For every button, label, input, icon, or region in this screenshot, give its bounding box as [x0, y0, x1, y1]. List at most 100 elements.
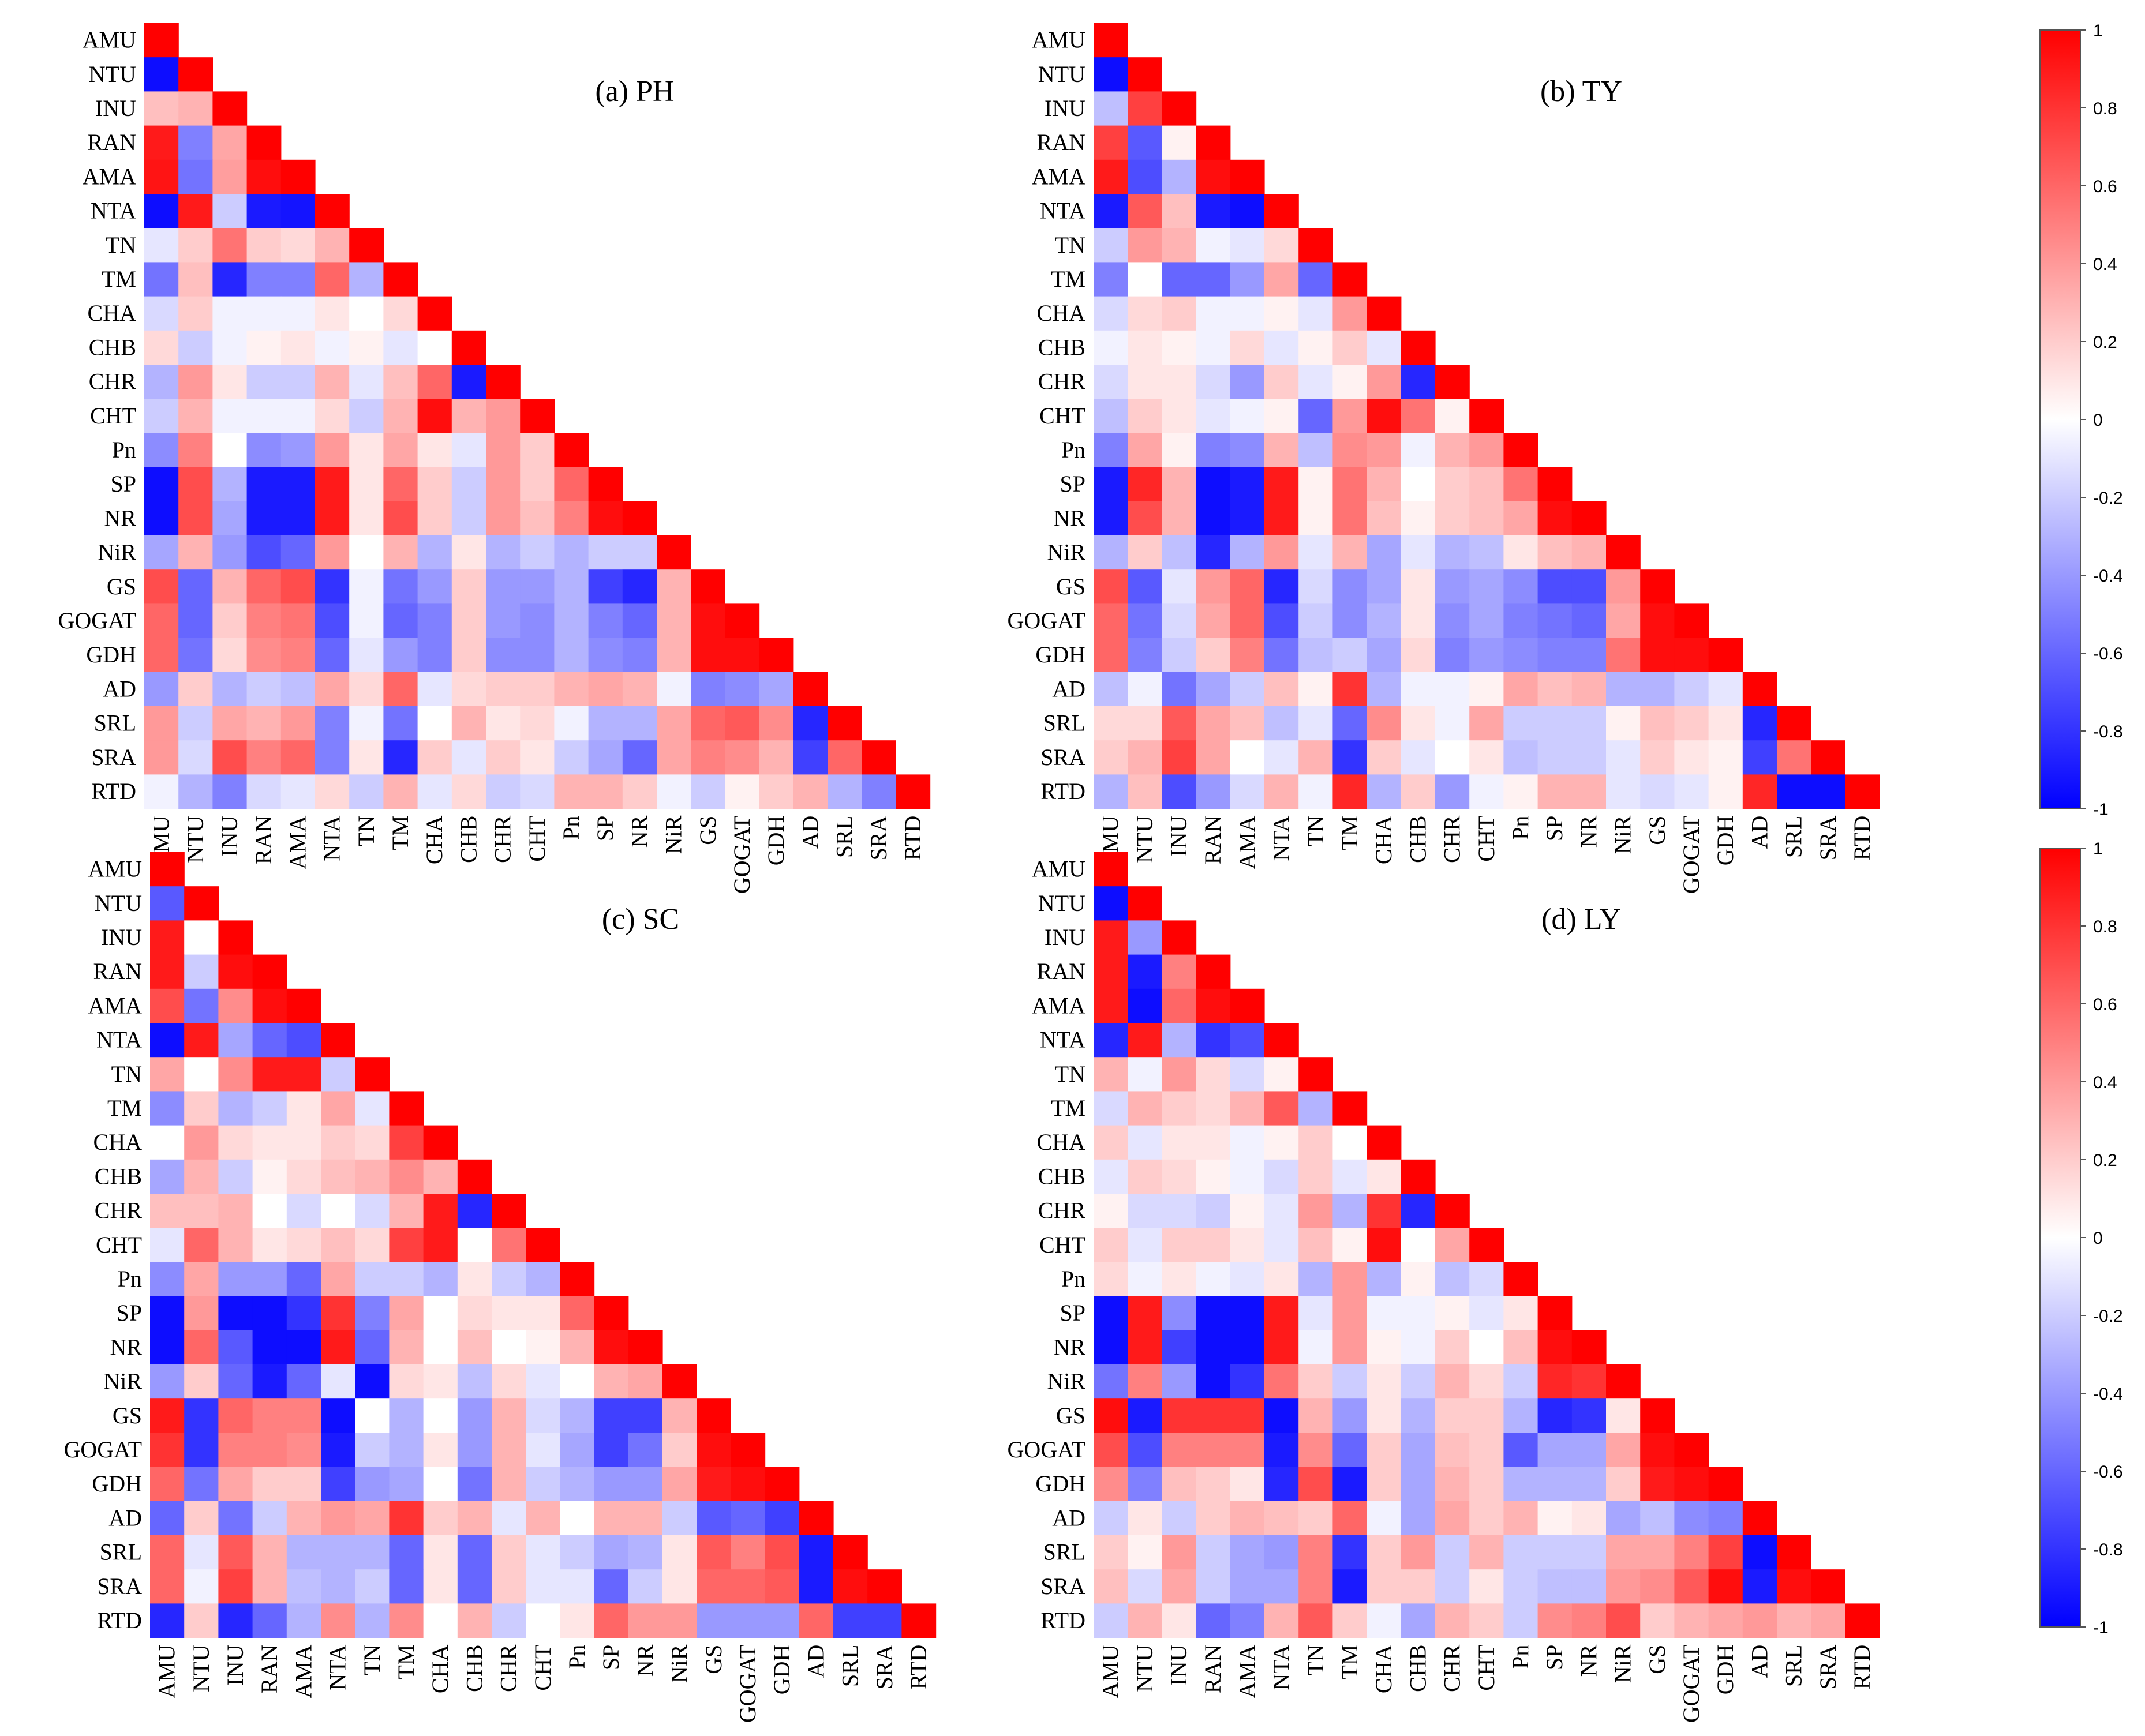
x-tick-label-NiR: NiR: [1610, 1644, 1636, 1683]
heatmap-cell-GS-CHR: [486, 569, 521, 604]
heatmap-cell-INU-NTU: [184, 920, 219, 955]
heatmap-cell-NiR-CHB: [1401, 1364, 1436, 1399]
heatmap-cell-GDH-CHT: [520, 638, 555, 673]
heatmap-cell-RTD-AD: [1742, 774, 1777, 809]
heatmap-cell-SRL-AMA: [280, 706, 316, 741]
heatmap-cell-SRA-NTU: [178, 740, 213, 775]
heatmap-cell-SRA-NTU: [1128, 740, 1162, 775]
heatmap-cell-AD-AMU: [144, 672, 179, 707]
heatmap-cell-TM-TN: [1298, 262, 1333, 297]
heatmap-cell-AMA-RAN: [252, 988, 287, 1023]
heatmap-cell-SP-TN: [1298, 467, 1333, 502]
heatmap-cell-NiR-AMA: [1230, 535, 1265, 570]
heatmap-cell-GS-AMU: [1094, 1398, 1128, 1433]
heatmap-cell-SP-NTU: [1128, 1296, 1162, 1331]
heatmap-cell-NiR-AMU: [144, 535, 179, 570]
y-tick-label-CHR: CHR: [1038, 1198, 1086, 1224]
heatmap-cell-SRA-CHB: [1401, 740, 1436, 775]
heatmap-cell-SP-NTA: [1264, 467, 1299, 502]
heatmap-cell-CHA-NTU: [1128, 1125, 1162, 1160]
heatmap-cell-SRL-NiR: [1606, 706, 1641, 741]
heatmap-cell-CHA-NTU: [1128, 296, 1162, 331]
heatmap-cell-AMA-INU: [1162, 988, 1197, 1023]
y-tick-label-AD: AD: [1052, 1505, 1085, 1531]
heatmap-cell-GDH-CHR: [1435, 1467, 1470, 1502]
heatmap-cell-GS-TM: [389, 1398, 424, 1433]
heatmap-cell-NiR-AMU: [150, 1364, 185, 1399]
heatmap-cell-Pn-TN: [349, 433, 384, 468]
heatmap-cell-SP-TM: [1332, 467, 1368, 502]
heatmap-cell-RTD-NR: [622, 774, 657, 809]
heatmap-cell-SRL-RAN: [1196, 706, 1231, 741]
heatmap-cell-TM-INU: [218, 1091, 253, 1126]
heatmap-cell-RTD-TM: [1332, 1603, 1368, 1638]
y-tick-label-SRA: SRA: [97, 1573, 142, 1599]
heatmap-cell-GOGAT-NiR: [1606, 603, 1641, 639]
heatmap-cell-Pn-TM: [1332, 433, 1368, 468]
heatmap-cell-SRL-SRL: [833, 1535, 868, 1570]
heatmap-cell-NR-AMU: [1094, 1330, 1128, 1365]
x-tick-label-NTU: NTU: [1132, 815, 1158, 863]
y-tick-label-NTU: NTU: [1038, 890, 1085, 916]
heatmap-cell-GOGAT-Pn: [1503, 1433, 1538, 1468]
heatmap-cell-CHR-NTU: [1128, 365, 1162, 399]
heatmap-cell-Pn-Pn: [1503, 1262, 1538, 1297]
heatmap-cell-Pn-AMU: [1094, 433, 1128, 468]
heatmap-cell-Pn-NTU: [178, 433, 213, 468]
heatmap-cell-NTU-NTU: [1128, 57, 1162, 92]
heatmap-cell-NR-Pn: [560, 1330, 595, 1365]
heatmap-cell-NiR-CHT: [526, 1364, 560, 1399]
heatmap-cell-INU-INU: [1162, 91, 1197, 126]
heatmap-cell-GDH-NiR: [657, 638, 691, 673]
heatmap-cell-Pn-AMU: [1094, 1262, 1128, 1297]
heatmap-cell-GS-SP: [588, 569, 623, 604]
heatmap-cell-NiR-CHR: [1435, 1364, 1470, 1399]
heatmap-cell-RTD-CHB: [1401, 1603, 1436, 1638]
heatmap-cell-CHT-NTU: [184, 1228, 219, 1262]
y-tick-label-NR: NR: [1053, 1334, 1085, 1360]
heatmap-cell-CHA-AMA: [280, 296, 316, 331]
heatmap-cell-SP-CHT: [1469, 1296, 1504, 1331]
heatmap-cell-SP-NTU: [184, 1296, 219, 1331]
x-tick-label-AMA: AMA: [290, 1644, 316, 1698]
heatmap-cell-AD-AD: [799, 1501, 834, 1536]
x-tick-label-NiR: NiR: [1610, 815, 1636, 854]
heatmap-cell-CHT-CHA: [417, 399, 452, 433]
heatmap-cell-Pn-CHR: [1435, 433, 1470, 468]
heatmap-cell-AD-INU: [1162, 1501, 1197, 1536]
heatmap-cell-GS-GS: [691, 569, 725, 604]
heatmap-cell-SRL-AD: [793, 706, 828, 741]
heatmap-cell-CHT-CHB: [1401, 399, 1436, 433]
heatmap-cell-GDH-GS: [697, 1467, 731, 1502]
heatmap-cell-GDH-NiR: [662, 1467, 697, 1502]
heatmap-cell-TM-AMU: [144, 262, 179, 297]
heatmap-cell-NiR-Pn: [560, 1364, 595, 1399]
x-tick-label-GS: GS: [1644, 816, 1670, 845]
heatmap-cell-GDH-CHB: [457, 1467, 492, 1502]
heatmap-cell-TN-RAN: [1196, 228, 1231, 263]
heatmap-cell-AD-CHT: [526, 1501, 560, 1536]
heatmap-cell-RTD-Pn: [554, 774, 589, 809]
heatmap-cell-SP-RAN: [1196, 1296, 1231, 1331]
heatmap-cell-NiR-AMA: [286, 1364, 321, 1399]
heatmap-cell-SRL-AMU: [1094, 706, 1128, 741]
heatmap-cell-TM-TN: [355, 1091, 390, 1126]
heatmap-cell-CHR-NTA: [315, 365, 350, 399]
heatmap-cell-SRL-GS: [1640, 1535, 1675, 1570]
heatmap-cell-SRA-NTA: [315, 740, 350, 775]
heatmap-cell-RAN-AMU: [144, 125, 179, 160]
heatmap-cell-NiR-Pn: [1503, 535, 1538, 570]
x-tick-label-RTD: RTD: [905, 1645, 931, 1690]
heatmap-cell-SRA-TM: [1332, 740, 1368, 775]
heatmap-cell-CHT-TM: [1332, 399, 1368, 433]
heatmap-cell-SRL-NR: [622, 706, 657, 741]
heatmap-cell-AD-TN: [349, 672, 384, 707]
heatmap-cell-CHA-TN: [1298, 1125, 1333, 1160]
heatmap-cell-GOGAT-Pn: [554, 603, 589, 639]
heatmap-cell-SRL-CHT: [520, 706, 555, 741]
heatmap-cell-AD-GDH: [1708, 672, 1743, 707]
heatmap-cell-NTA-NTU: [1128, 194, 1162, 228]
heatmap-cell-TN-NTU: [184, 1057, 219, 1092]
heatmap-cell-AD-CHT: [1469, 1501, 1504, 1536]
heatmap-cell-CHT-CHR: [1435, 1228, 1470, 1262]
